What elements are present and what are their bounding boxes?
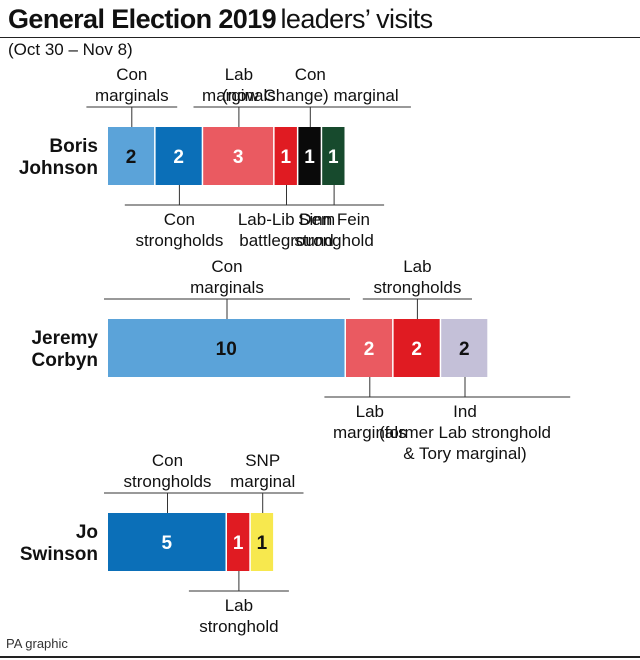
- bar-segment: [227, 513, 250, 571]
- category-annotation: stronghold: [294, 231, 373, 250]
- title-divider: [0, 37, 640, 38]
- source-credit: PA graphic: [6, 636, 68, 651]
- segment-value-label: 5: [161, 533, 172, 554]
- segment-value-label: 1: [233, 533, 244, 554]
- footer-divider: [0, 656, 640, 658]
- leader-name: Johnson: [19, 158, 98, 179]
- category-annotation: marginals: [190, 278, 264, 297]
- segment-value-label: 10: [216, 339, 237, 360]
- category-annotation: (now Change) marginal: [222, 86, 399, 105]
- segment-value-label: 1: [280, 147, 291, 168]
- category-annotation: battleground: [239, 231, 334, 250]
- leader-name: Swinson: [20, 544, 98, 565]
- bar-segment: [108, 513, 226, 571]
- leader-name: Jeremy: [31, 328, 98, 349]
- leader-name: Boris: [49, 136, 98, 157]
- category-annotation: Con: [211, 257, 242, 276]
- bar-segment: [250, 513, 274, 571]
- category-annotation: Con: [164, 210, 195, 229]
- category-annotation: Con: [116, 65, 147, 84]
- segment-value-label: 2: [173, 147, 184, 168]
- segment-value-label: 2: [126, 147, 137, 168]
- leader-name: Jo: [76, 522, 98, 543]
- bar-segment: [274, 127, 297, 185]
- bar-segment: [346, 319, 393, 377]
- category-annotation: Sinn Fein: [298, 210, 370, 229]
- category-annotation: Lab-Lib Dem: [238, 210, 335, 229]
- category-annotation: Lab: [356, 402, 384, 421]
- category-annotation: (former Lab stronghold: [379, 423, 551, 442]
- title-secondary: leaders’ visits: [280, 4, 434, 34]
- title-main: General Election 2019: [8, 4, 277, 34]
- category-annotation: marginal: [230, 472, 295, 491]
- bar-segment: [298, 127, 321, 185]
- category-annotation: marginals: [333, 423, 407, 442]
- category-annotation: & Tory marginal): [403, 444, 526, 463]
- bar-segment: [322, 127, 345, 185]
- category-annotation: marginals: [95, 86, 169, 105]
- chart-title: General Election 2019 leaders’ visits: [8, 4, 433, 35]
- bar-segment: [108, 127, 155, 185]
- category-annotation: strongholds: [373, 278, 461, 297]
- category-annotation: strongholds: [135, 231, 223, 250]
- category-annotation: SNP: [245, 451, 280, 470]
- segment-value-label: 2: [364, 339, 375, 360]
- leader-name: Corbyn: [32, 350, 99, 371]
- bar-segment: [108, 319, 345, 377]
- segment-value-label: 1: [304, 147, 315, 168]
- segment-value-label: 2: [411, 339, 422, 360]
- category-annotation: Con: [152, 451, 183, 470]
- bar-segment: [203, 127, 274, 185]
- category-annotation: Lab: [403, 257, 431, 276]
- segment-value-label: 2: [459, 339, 470, 360]
- segment-value-label: 1: [328, 147, 339, 168]
- chart-subtitle: (Oct 30 – Nov 8): [8, 40, 133, 59]
- bar-segment: [155, 127, 202, 185]
- category-annotation: marginals: [202, 86, 276, 105]
- category-annotation: Lab: [225, 65, 253, 84]
- category-annotation: Con: [295, 65, 326, 84]
- category-annotation: stronghold: [199, 617, 278, 636]
- category-annotation: Ind: [453, 402, 477, 421]
- category-annotation: strongholds: [124, 472, 212, 491]
- segment-value-label: 1: [257, 533, 268, 554]
- bar-segment: [441, 319, 488, 377]
- segment-value-label: 3: [233, 147, 244, 168]
- category-annotation: Lab: [225, 596, 253, 615]
- bar-segment: [393, 319, 440, 377]
